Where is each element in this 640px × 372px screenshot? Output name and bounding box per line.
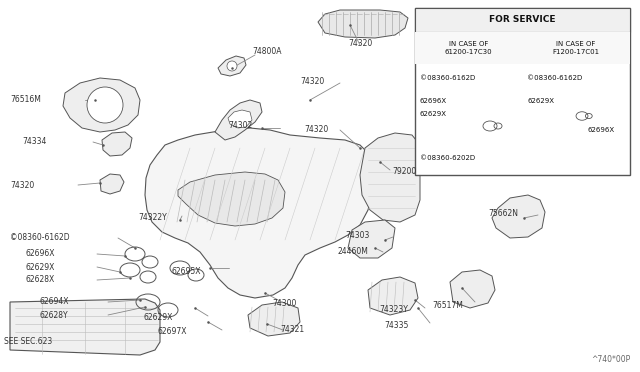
Polygon shape [145, 128, 375, 298]
Text: 74302: 74302 [228, 121, 252, 129]
Polygon shape [318, 10, 408, 38]
Text: 62696X: 62696X [420, 98, 447, 104]
Text: 74323Y: 74323Y [379, 305, 408, 314]
Text: 62628Y: 62628Y [40, 311, 68, 320]
Text: FOR SERVICE: FOR SERVICE [489, 16, 556, 25]
Text: ^740*00P: ^740*00P [591, 355, 630, 364]
Text: IN CASE OF
61200-17C30: IN CASE OF 61200-17C30 [445, 41, 492, 55]
Text: 62696X: 62696X [587, 127, 614, 133]
Text: 74334: 74334 [22, 138, 46, 147]
Text: 74320: 74320 [300, 77, 324, 87]
Text: 62697X: 62697X [158, 327, 188, 336]
Text: SEE SEC.623: SEE SEC.623 [4, 337, 52, 346]
Text: 74320: 74320 [304, 125, 328, 135]
Text: 62629X: 62629X [420, 111, 447, 117]
Text: 62696X: 62696X [25, 250, 54, 259]
Text: 74300: 74300 [272, 298, 296, 308]
Text: 74321: 74321 [280, 326, 304, 334]
Polygon shape [492, 195, 545, 238]
Polygon shape [63, 78, 140, 132]
Text: 62695X: 62695X [172, 266, 202, 276]
Bar [415, 32, 630, 64]
Polygon shape [10, 299, 160, 355]
Bar [415, 8, 630, 32]
Text: IN CASE OF
F1200-17C01: IN CASE OF F1200-17C01 [552, 41, 600, 55]
Text: 62628X: 62628X [25, 276, 54, 285]
Polygon shape [218, 56, 246, 76]
Polygon shape [102, 132, 132, 156]
Text: 75662N: 75662N [488, 208, 518, 218]
Circle shape [227, 61, 237, 71]
Text: 74320: 74320 [348, 38, 372, 48]
Text: 74320: 74320 [10, 180, 35, 189]
Text: 74303: 74303 [345, 231, 369, 241]
Polygon shape [368, 277, 418, 315]
Text: 62694X: 62694X [40, 298, 70, 307]
Text: 74800A: 74800A [252, 48, 282, 57]
Text: 74335: 74335 [384, 321, 408, 330]
Text: ©08360-6202D: ©08360-6202D [420, 155, 475, 161]
Polygon shape [248, 302, 300, 336]
Polygon shape [178, 172, 285, 226]
Polygon shape [215, 100, 262, 140]
Polygon shape [450, 270, 495, 308]
Polygon shape [228, 110, 252, 128]
Text: 62629X: 62629X [143, 314, 172, 323]
Circle shape [87, 87, 123, 123]
Text: ©08360-6162D: ©08360-6162D [420, 75, 476, 81]
Text: 24460M: 24460M [337, 247, 368, 256]
Polygon shape [360, 133, 420, 222]
Text: 74322Y: 74322Y [138, 214, 167, 222]
Text: 62629X: 62629X [25, 263, 54, 272]
Polygon shape [348, 220, 395, 258]
Text: 62629X: 62629X [527, 98, 554, 104]
Text: 76517M: 76517M [432, 301, 463, 310]
Text: ©08360-6162D: ©08360-6162D [527, 75, 582, 81]
Polygon shape [100, 174, 124, 194]
Text: 76516M: 76516M [10, 96, 41, 105]
Text: ©08360-6162D: ©08360-6162D [10, 234, 70, 243]
Text: 79200: 79200 [392, 167, 416, 176]
Bar [415, 8, 630, 175]
